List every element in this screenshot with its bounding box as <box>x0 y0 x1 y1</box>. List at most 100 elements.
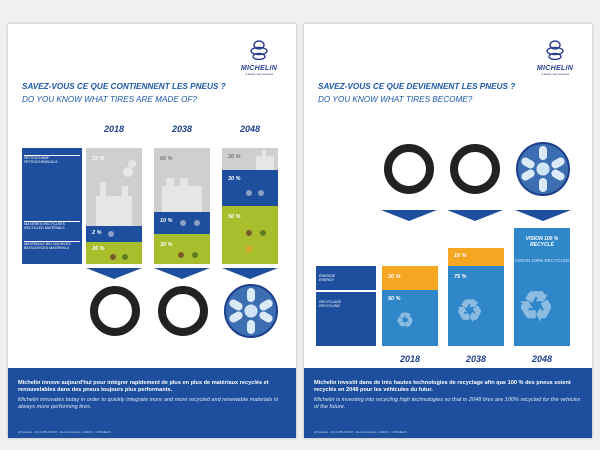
footer-band: Michelin investit dans de très hautes te… <box>304 368 592 438</box>
column-2048: 20 % 30 % 50 % <box>222 148 278 264</box>
legend-recycled-en: RECYCLED MATERIALS <box>24 226 65 230</box>
tire-icon <box>450 144 500 194</box>
energy-percent: 10 % <box>454 253 467 259</box>
recycling-percent: 75 % <box>454 274 467 280</box>
divider <box>24 221 80 222</box>
footer-legal: All Contents – R.C.S 855 200 507 – Clerm… <box>314 431 407 434</box>
vane <box>257 310 275 324</box>
bio-percent: 26 % <box>92 246 105 252</box>
segment-recycling-2038: 75 % ♻ <box>448 266 504 346</box>
vision-tire-icon <box>516 142 570 196</box>
brand-name: MICHELIN <box>536 65 574 72</box>
legend-bio-fr: MATÉRIAUX BIO-SOURCÉS <box>24 242 71 246</box>
segment-biosourced: 26 % <box>86 242 142 264</box>
tire-icon <box>90 286 140 336</box>
recycled-percent: 2 % <box>92 230 102 236</box>
plant-icon <box>260 230 266 236</box>
vision-label-en: VISION 100% RECYCLED <box>514 258 570 263</box>
segment-recycling-2048: VISION 100 % RECYCLÉ VISION 100% RECYCLE… <box>514 228 570 346</box>
bottle-icon <box>194 220 200 226</box>
vane <box>549 168 567 182</box>
tire-icon <box>246 190 252 196</box>
recycled-percent: 30 % <box>228 176 241 182</box>
segment-biosourced: 30 % <box>154 234 210 264</box>
vane <box>519 168 537 182</box>
brand-tagline: A better way forward <box>541 72 569 76</box>
plant-icon <box>246 246 252 252</box>
tire-icon <box>180 220 186 226</box>
vision-tire-icon <box>224 284 278 338</box>
footer-legal: All Contents – R.C.S 855 200 507 – Clerm… <box>18 431 111 434</box>
footer-text-fr: Michelin investit dans de très hautes te… <box>314 380 571 393</box>
tire-icon <box>108 231 114 237</box>
vane <box>247 288 255 302</box>
poster-materials: MICHELIN A better way forward SAVEZ-VOUS… <box>8 24 296 438</box>
legend-recycled-fr: MATIÈRES RECYCLÉES <box>24 222 65 226</box>
vane <box>539 146 547 160</box>
segment-biosourced: 50 % <box>222 206 278 264</box>
legend-petro-en: PETROCHEMICALS <box>24 160 58 164</box>
column-2038: 60 % 10 % 30 % <box>154 148 210 264</box>
bibendum-icon <box>250 40 268 61</box>
bio-percent: 30 % <box>160 242 173 248</box>
vane <box>549 156 567 170</box>
title-english: DO YOU KNOW WHAT TIRES ARE MADE OF? <box>22 95 197 104</box>
arrow-down-icon <box>154 268 210 279</box>
plant-icon <box>192 252 198 258</box>
divider <box>24 241 80 242</box>
recycling-percent: 50 % <box>388 296 401 302</box>
segment-energy-2018: 20 % <box>382 266 438 290</box>
vane <box>227 310 245 324</box>
petro-percent: 20 % <box>228 154 241 160</box>
title-french: SAVEZ-VOUS CE QUE DEVIENNENT LES PNEUS ? <box>318 82 516 91</box>
legend-energy-en: ENERGY <box>319 278 335 282</box>
footer-text-fr: Michelin innove aujourd'hui pour intégre… <box>18 380 269 393</box>
brand-name: MICHELIN <box>240 65 278 72</box>
plant-icon <box>246 230 252 236</box>
bio-percent: 50 % <box>228 214 241 220</box>
tire-icon <box>158 286 208 336</box>
footer-text-en: Michelin innovates today in order to qui… <box>18 397 279 410</box>
column-2018: 72 % 2 % 26 % <box>86 148 142 264</box>
plant-icon <box>122 254 128 260</box>
year-label: 2018 <box>103 124 125 134</box>
vane <box>539 178 547 192</box>
segment-recycled: 2 % <box>86 226 142 242</box>
segment-petrochemicals: 60 % <box>154 148 210 212</box>
legend-recycling: RECYCLAGE RECYCLING <box>316 292 376 346</box>
arrow-down-icon <box>86 268 142 279</box>
petro-percent: 60 % <box>160 156 173 162</box>
bottle-icon <box>258 190 264 196</box>
segment-petrochemicals: 20 % <box>222 148 278 170</box>
arrow-down-icon <box>222 268 278 279</box>
arrow-down-icon <box>515 210 571 221</box>
recycle-icon: ♻ <box>396 310 414 332</box>
plant-icon <box>110 254 116 260</box>
year-label: 2038 <box>171 124 193 134</box>
segment-recycled: 30 % <box>222 170 278 206</box>
factory-icon <box>162 178 202 212</box>
legend-energy-fr: ÉNERGIE <box>319 274 336 278</box>
segment-recycled: 10 % <box>154 212 210 234</box>
materials-legend: PÉTROCHIMIE PETROCHEMICALS MATIÈRES RECY… <box>22 148 82 264</box>
legend-recycling-fr: RECYCLAGE <box>319 300 342 304</box>
segment-recycling-2018: 50 % ♻ <box>382 290 438 346</box>
segment-energy-2038: 10 % <box>448 248 504 266</box>
title-french: SAVEZ-VOUS CE QUE CONTIENNENT LES PNEUS … <box>22 82 226 91</box>
year-label: 2038 <box>465 354 487 364</box>
segment-petrochemicals: 72 % <box>86 148 142 226</box>
vision-label-fr: VISION 100 % RECYCLÉ <box>525 236 559 248</box>
petro-percent: 72 % <box>92 156 105 162</box>
factory-icon <box>256 150 274 170</box>
recycled-percent: 10 % <box>160 218 173 224</box>
plant-icon <box>178 252 184 258</box>
legend-recycling-en: RECYCLING <box>319 304 340 308</box>
bibendum-icon <box>546 40 564 61</box>
divider <box>24 155 80 156</box>
factory-icon <box>96 160 136 226</box>
legend-petro-fr: PÉTROCHIMIE <box>24 156 49 160</box>
michelin-logo: MICHELIN A better way forward <box>532 40 578 76</box>
vane <box>519 156 537 170</box>
michelin-logo: MICHELIN A better way forward <box>236 40 282 76</box>
legend-bio-en: BIOSOURCED MATERIALS <box>24 246 70 250</box>
